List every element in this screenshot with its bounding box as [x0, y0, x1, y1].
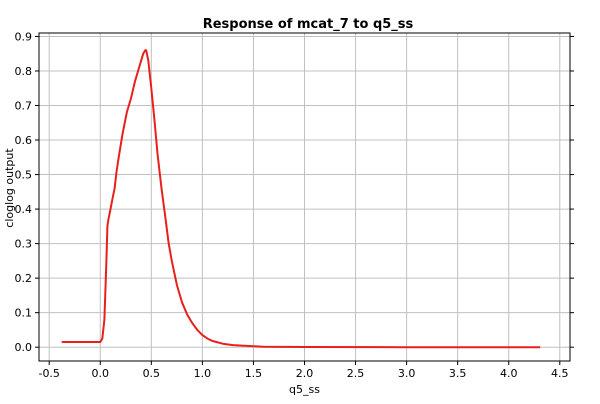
y-tick-label: 0.7 — [15, 100, 33, 113]
y-tick-label: 0.4 — [15, 203, 33, 216]
x-tick-label: 2.0 — [296, 367, 314, 380]
series-layer — [61, 49, 541, 349]
y-tick-label: 0.9 — [15, 30, 33, 43]
x-tick-label: 1.0 — [194, 367, 212, 380]
y-tick-label: 0.3 — [15, 238, 33, 251]
x-tick-label: 3.0 — [398, 367, 416, 380]
x-tick-label: 0.5 — [143, 367, 161, 380]
x-axis-label: q5_ss — [289, 383, 320, 396]
x-tick-label: 2.5 — [347, 367, 365, 380]
y-tick-label: 0.0 — [15, 341, 33, 354]
y-tick-label: 0.1 — [15, 307, 33, 320]
chart-title: Response of mcat_7 to q5_ss — [203, 17, 414, 32]
x-tick-label: 4.0 — [500, 367, 518, 380]
series-line — [61, 49, 541, 349]
x-tick-label: 1.5 — [245, 367, 263, 380]
tick-layer: -0.5 0.0 0.5 1.0 1.5 2.0 2.5 3.0 3.5 4.0 4.5 0.0 0.1… — [15, 30, 574, 380]
y-tick-label: 0.8 — [15, 65, 33, 78]
x-tick-label: 0.0 — [92, 367, 110, 380]
y-tick-label: 0.6 — [15, 134, 33, 147]
x-tick-label: 3.5 — [449, 367, 467, 380]
x-tick-label: -0.5 — [38, 367, 59, 380]
y-tick-label: 0.2 — [15, 272, 33, 285]
y-axis-label: cloglog output — [3, 148, 16, 228]
y-tick-label: 0.5 — [15, 169, 33, 182]
x-tick-label: 4.5 — [551, 367, 569, 380]
grid-layer — [39, 33, 570, 361]
